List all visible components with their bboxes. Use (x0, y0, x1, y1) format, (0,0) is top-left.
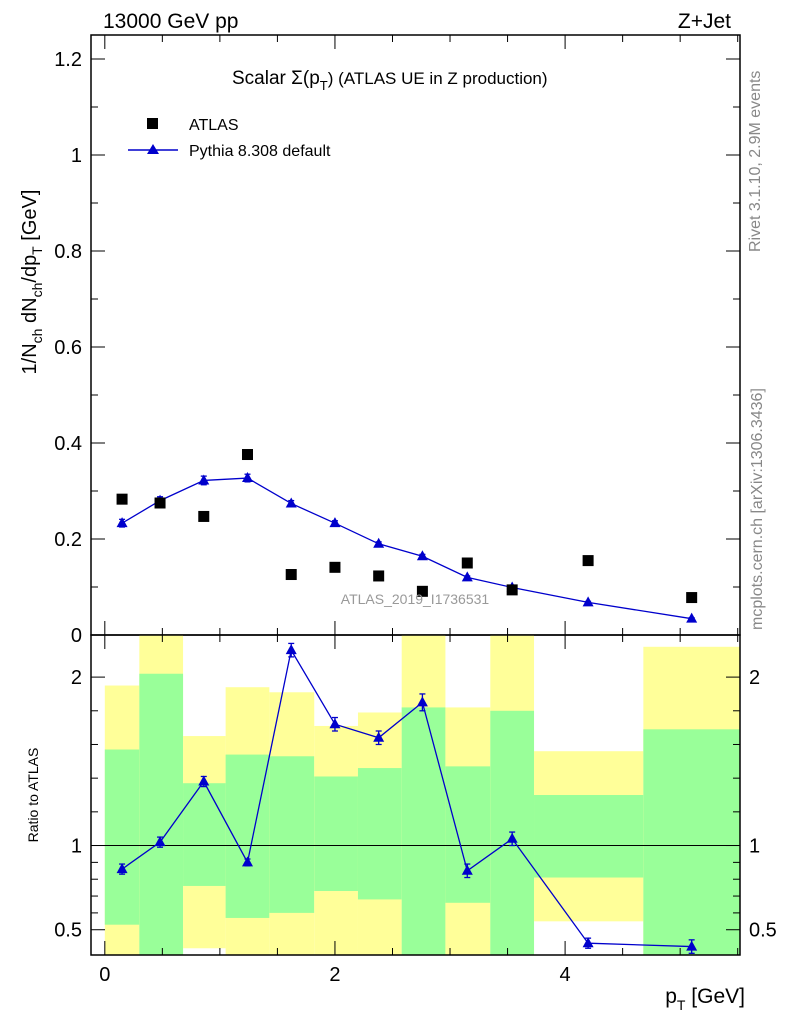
ratio-frame (90, 634, 741, 956)
ratio-panel: 0.5 0.5 1 1 2 2 0 2 4 Ratio to ATLAS pT [GeV] (25, 634, 777, 1013)
ylabel-sub3: T (29, 246, 45, 255)
title-main: Scalar Σ(p (232, 68, 320, 89)
atlas-data-point (154, 497, 166, 509)
main-ticks: 0 0.2 0.4 0.6 0.8 1 1.2 (54, 35, 740, 647)
analysis-watermark: ATLAS_2019_I1736531 (341, 591, 490, 607)
atlas-data-point (116, 493, 128, 505)
ratio-mc-line (121, 648, 692, 948)
main-ytick-label: 0.6 (54, 337, 82, 359)
atlas-data-point (506, 584, 518, 596)
mc-marker (373, 537, 385, 548)
ratio-mc-marker (506, 832, 518, 843)
atlas-data-point (373, 570, 385, 582)
xlabel-main: p (665, 985, 677, 1008)
ratio-data-layer (116, 642, 698, 954)
ylabel-sub1: ch (29, 329, 45, 344)
ylabel-part3: /dp (19, 255, 41, 283)
main-ytick-label: 1 (71, 145, 82, 167)
process-label: Z+Jet (678, 10, 731, 33)
atlas-data-point (582, 555, 594, 567)
mc-marker (198, 474, 210, 485)
main-panel: 00.20.40.60.811.2 Scalar Σ(pT) (ATLAS UE… (19, 34, 741, 647)
ratio-mc-marker (198, 775, 210, 786)
mc-marker (461, 571, 473, 582)
ratio-mc-marker (582, 937, 594, 948)
main-title: Scalar Σ(pT) (ATLAS UE in Z production) (232, 68, 548, 93)
ratio-ylabel: Ratio to ATLAS (25, 748, 41, 843)
green-band (183, 783, 226, 886)
ratio-bands (104, 635, 740, 955)
green-band (314, 776, 358, 891)
ratio-xtick-label: 4 (560, 964, 571, 986)
green-band (534, 795, 644, 878)
main-ylabel: 1/Nch dNch/dpT [GeV] (19, 190, 45, 375)
ylabel-part4: [GeV] (19, 190, 41, 247)
mc-marker (582, 596, 594, 607)
ratio-xtick-label: 0 (99, 964, 110, 986)
ratio-mc-marker (373, 731, 385, 742)
mc-marker (686, 612, 698, 623)
ratio-mc-marker (686, 940, 698, 951)
mc-marker (116, 517, 128, 528)
atlas-data-point (416, 585, 428, 597)
xlabel-sub: T (677, 997, 686, 1013)
ratio-ytick-label-left: 1 (71, 836, 82, 858)
ylabel-part2: dN (19, 297, 41, 328)
mcplots-label: mcplots.cern.ch [arXiv:1306.3436] (749, 388, 766, 630)
ratio-ytick-label-left: 0.5 (54, 920, 82, 942)
main-data-layer (116, 449, 698, 623)
green-band (139, 673, 184, 955)
legend-atlas-label: ATLAS (189, 117, 239, 134)
ratio-xtick-label: 2 (329, 964, 340, 986)
ylabel-sub2: ch (29, 283, 45, 298)
green-band (643, 729, 740, 955)
ratio-mc-marker (241, 856, 253, 867)
title-tail: ) (ATLAS UE in Z production) (328, 69, 548, 88)
legend-mc-label: Pythia 8.308 default (189, 143, 331, 160)
ratio-mc-marker (461, 864, 473, 875)
ratio-xlabel: pT [GeV] (665, 985, 745, 1013)
ratio-ticks: 0.5 0.5 1 1 2 2 0 2 4 (54, 635, 777, 986)
ylabel-part1: 1/N (19, 343, 41, 374)
collision-energy-label: 13000 GeV pp (103, 10, 238, 33)
ratio-mc-marker (285, 644, 297, 655)
mc-marker (285, 497, 297, 508)
mc-marker (329, 517, 341, 528)
green-band (401, 707, 446, 955)
atlas-data-point (285, 569, 297, 581)
main-ytick-label: 0.8 (54, 241, 82, 263)
main-ytick-label: 0 (71, 625, 82, 647)
main-ytick-label: 0.4 (54, 433, 82, 455)
ratio-mc-marker (154, 836, 166, 847)
legend-atlas-marker (147, 118, 158, 129)
ratio-ytick-label-left: 2 (71, 667, 82, 689)
mc-marker (416, 550, 428, 561)
ratio-ytick-label-right: 1 (749, 836, 760, 858)
ratio-mc-marker (329, 718, 341, 729)
atlas-data-point (686, 592, 698, 604)
ratio-mc-marker (416, 696, 428, 707)
xlabel-tail: [GeV] (685, 985, 745, 1008)
atlas-data-point (329, 561, 341, 573)
mc-line (121, 477, 692, 620)
legend-mc-marker (147, 144, 159, 154)
green-band (104, 749, 140, 925)
main-ytick-label: 1.2 (54, 49, 82, 71)
ratio-mc-marker (116, 863, 128, 874)
green-band (225, 754, 270, 918)
green-band (357, 768, 402, 900)
legend: ATLAS Pythia 8.308 default (128, 117, 331, 160)
green-band (269, 756, 315, 913)
mc-marker (241, 472, 253, 483)
atlas-data-point (198, 510, 210, 522)
green-band (445, 766, 491, 903)
rivet-label: Rivet 3.1.10, 2.9M events (747, 71, 764, 252)
atlas-data-point (461, 557, 473, 569)
main-ytick-label: 0.2 (54, 529, 82, 551)
ratio-ytick-label-right: 2 (749, 667, 760, 689)
title-sub: T (320, 78, 328, 93)
atlas-data-point (241, 449, 253, 461)
ratio-ytick-label-right: 0.5 (749, 920, 777, 942)
